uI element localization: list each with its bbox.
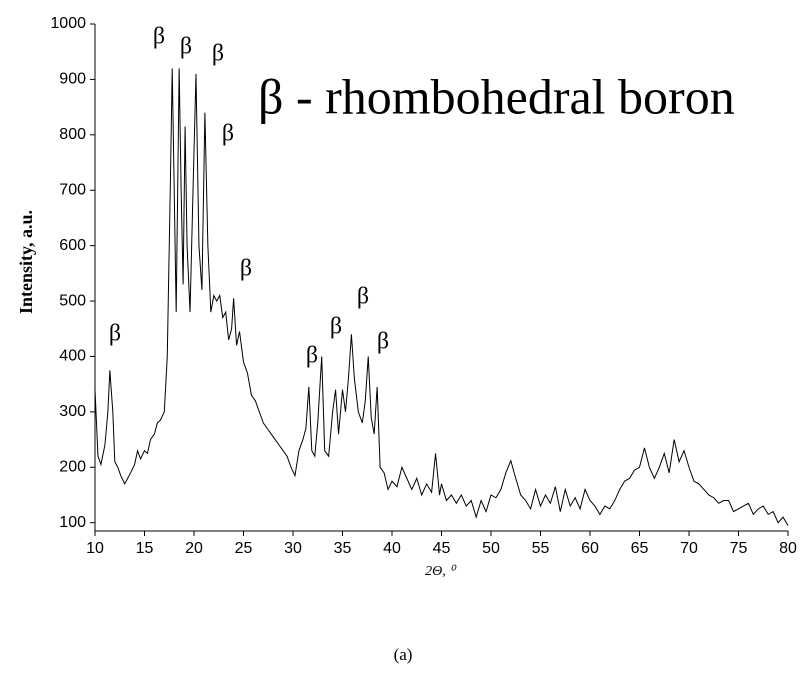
y-tick-label: 300: [59, 403, 86, 420]
y-tick-label: 800: [59, 126, 86, 143]
y-tick-label: 100: [59, 514, 86, 531]
x-tick-label: 25: [235, 540, 253, 557]
x-tick-label: 35: [334, 540, 352, 557]
y-tick-label: 200: [59, 458, 86, 475]
peak-label: β: [212, 41, 224, 67]
peak-label: β: [240, 256, 252, 282]
y-tick-label: 900: [59, 71, 86, 88]
x-tick-label: 30: [284, 540, 302, 557]
y-tick-label: 600: [59, 237, 86, 254]
y-tick-label: 700: [59, 181, 86, 198]
x-tick-label: 80: [779, 540, 797, 557]
peak-label: β: [357, 284, 369, 310]
y-tick-label: 500: [59, 292, 86, 309]
y-tick-label: 1000: [50, 15, 86, 32]
x-tick-label: 45: [433, 540, 451, 557]
peak-label: β: [377, 329, 389, 355]
x-tick-label: 70: [680, 540, 698, 557]
y-tick-label: 400: [59, 348, 86, 365]
x-tick-label: 60: [581, 540, 599, 557]
line: [94, 68, 789, 526]
peak-label: β: [222, 121, 234, 147]
x-tick-label: 40: [383, 540, 401, 557]
caption: (a): [394, 645, 413, 664]
peak-label: β: [153, 24, 165, 50]
chart-title: β - rhombohedral boron: [258, 68, 735, 124]
x-tick-label: 55: [532, 540, 550, 557]
x-tick-label: 10: [86, 540, 104, 557]
peak-label: β: [330, 314, 342, 340]
y-axis-label: Intensity, a.u.: [16, 210, 36, 314]
x-tick-label: 65: [631, 540, 649, 557]
x-tick-label: 15: [136, 540, 154, 557]
peak-label: β: [306, 343, 318, 369]
peak-label: β: [109, 321, 121, 347]
x-tick-label: 50: [482, 540, 500, 557]
peak-label: β: [180, 34, 192, 60]
x-tick-label: 75: [730, 540, 748, 557]
x-tick-label: 20: [185, 540, 203, 557]
x-axis-label: 2Θ, ⁰: [425, 564, 457, 579]
